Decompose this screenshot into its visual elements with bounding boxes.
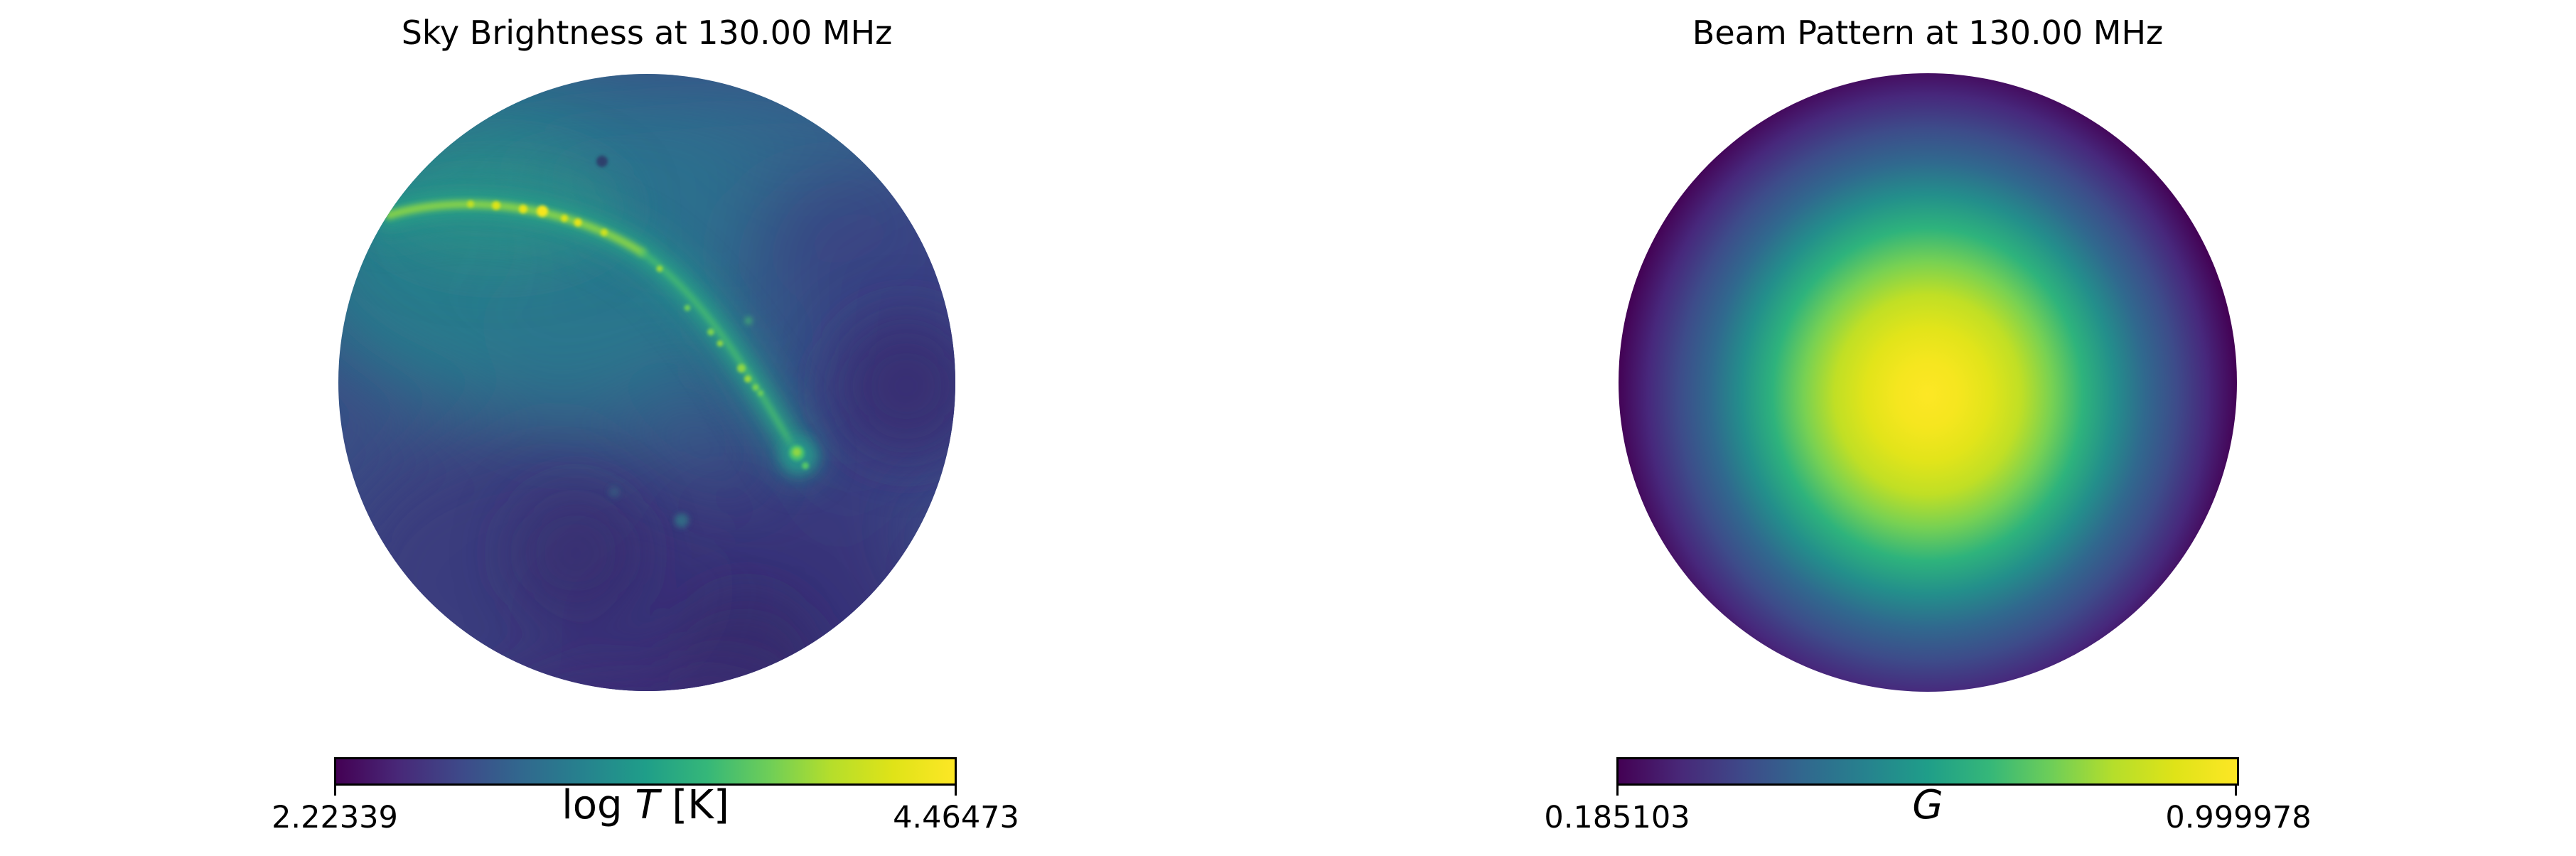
beam-colorbar-max-label: 0.999978: [2165, 800, 2312, 835]
sky-colorbar-gradient: [334, 757, 957, 786]
beam-unit-symbol: G: [1912, 782, 1943, 828]
beam-colorbar-gradient: [1616, 757, 2239, 786]
sky-unit-suffix: [K]: [659, 782, 729, 828]
sky-colorbar-tick-max: [955, 786, 957, 796]
sky-map-plot: [338, 74, 955, 691]
beam-colorbar-unit-label: G: [1714, 783, 2141, 828]
beam-gradient-disk: [1619, 73, 2237, 692]
sky-map-title: Sky Brightness at 130.00 MHz: [401, 14, 893, 52]
beam-map-title: Beam Pattern at 130.00 MHz: [1692, 14, 2164, 52]
beam-colorbar-min-label: 0.185103: [1544, 800, 1690, 835]
sky-unit-symbol: T: [635, 782, 660, 828]
beam-colorbar-tick-min: [1616, 786, 1619, 796]
dark-spot: [596, 156, 608, 167]
sky-colorbar-unit-label: log T [K]: [432, 783, 859, 828]
sky-background-regions: [338, 74, 955, 691]
beam-map-plot: [1619, 73, 2237, 692]
sky-unit-prefix: log: [562, 782, 635, 828]
compact-bright-source: [780, 437, 817, 474]
faint-sources: [608, 317, 752, 528]
sky-colorbar-max-label: 4.46473: [893, 800, 1019, 835]
beam-colorbar-tick-max: [2235, 786, 2237, 796]
sky-colorbar-min-label: 2.22339: [272, 800, 398, 835]
galactic-plane-bright-knots: [467, 200, 763, 396]
sky-colorbar-tick-min: [334, 786, 336, 796]
